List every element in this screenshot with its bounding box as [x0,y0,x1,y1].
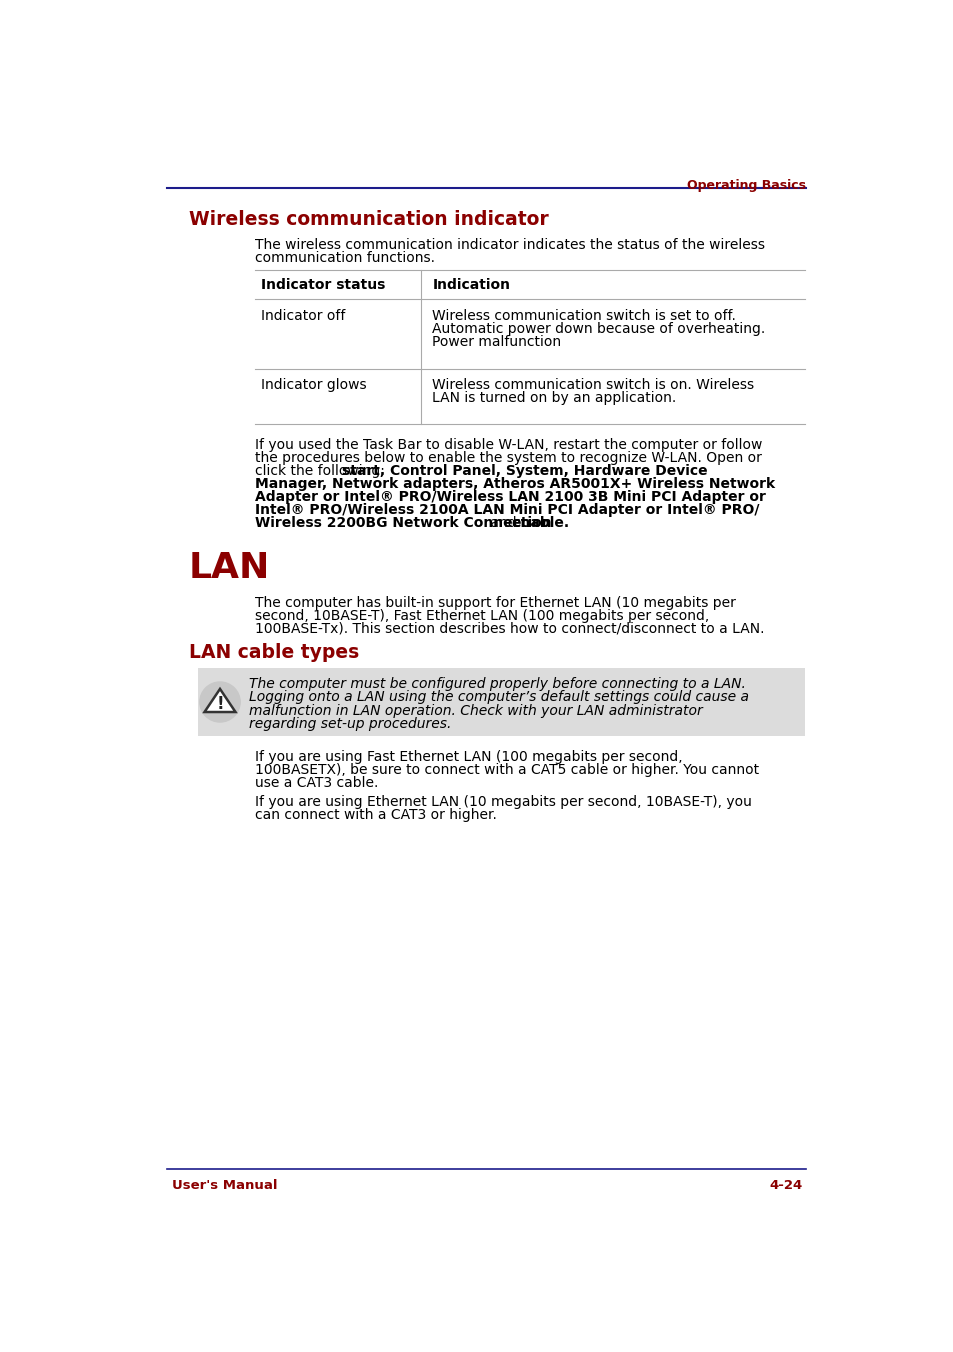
Text: Logging onto a LAN using the computer’s default settings could cause a: Logging onto a LAN using the computer’s … [249,691,749,704]
Text: If you used the Task Bar to disable W-LAN, restart the computer or follow: If you used the Task Bar to disable W-LA… [254,438,761,452]
Text: Manager, Network adapters, Atheros AR5001X+ Wireless Network: Manager, Network adapters, Atheros AR500… [254,477,774,491]
FancyBboxPatch shape [198,668,804,735]
Text: Indicator off: Indicator off [261,308,345,323]
Text: User's Manual: User's Manual [172,1179,277,1191]
Polygon shape [204,690,235,713]
Text: Intel® PRO/Wireless 2100A LAN Mini PCI Adapter or Intel® PRO/: Intel® PRO/Wireless 2100A LAN Mini PCI A… [254,503,759,518]
Text: can connect with a CAT3 or higher.: can connect with a CAT3 or higher. [254,808,497,822]
Text: Wireless communication indicator: Wireless communication indicator [189,210,548,228]
Text: second, 10BASE-T), Fast Ethernet LAN (100 megabits per second,: second, 10BASE-T), Fast Ethernet LAN (10… [254,608,708,623]
Text: Power malfunction: Power malfunction [432,335,561,349]
Text: If you are using Ethernet LAN (10 megabits per second, 10BASE-T), you: If you are using Ethernet LAN (10 megabi… [254,795,751,810]
Text: the procedures below to enable the system to recognize W-LAN. Open or: the procedures below to enable the syste… [254,452,760,465]
Text: The wireless communication indicator indicates the status of the wireless: The wireless communication indicator ind… [254,238,764,251]
Text: The computer must be configured properly before connecting to a LAN.: The computer must be configured properly… [249,677,745,691]
Text: Operating Basics: Operating Basics [686,180,805,192]
Text: malfunction in LAN operation. Check with your LAN administrator: malfunction in LAN operation. Check with… [249,703,702,718]
Text: use a CAT3 cable.: use a CAT3 cable. [254,776,377,790]
Text: Automatic power down because of overheating.: Automatic power down because of overheat… [432,322,765,335]
Text: Wireless communication switch is set to off.: Wireless communication switch is set to … [432,308,736,323]
Text: 100BASETX), be sure to connect with a CAT5 cable or higher. You cannot: 100BASETX), be sure to connect with a CA… [254,763,759,777]
Text: Indication: Indication [432,277,510,292]
Text: LAN is turned on by an application.: LAN is turned on by an application. [432,391,676,406]
Text: regarding set-up procedures.: regarding set-up procedures. [249,717,452,730]
Text: and: and [485,516,520,530]
Circle shape [199,681,240,722]
Text: LAN: LAN [189,552,270,585]
Text: communication functions.: communication functions. [254,250,435,265]
Text: click the following:: click the following: [254,464,389,479]
Text: Indicator status: Indicator status [261,277,385,292]
Text: Adapter or Intel® PRO/Wireless LAN 2100 3B Mini PCI Adapter or: Adapter or Intel® PRO/Wireless LAN 2100 … [254,491,765,504]
Text: If you are using Fast Ethernet LAN (100 megabits per second,: If you are using Fast Ethernet LAN (100 … [254,750,681,764]
Text: Indicator glows: Indicator glows [261,377,366,392]
Text: !: ! [216,695,224,713]
Text: enable.: enable. [511,516,569,530]
Text: The computer has built-in support for Ethernet LAN (10 megabits per: The computer has built-in support for Et… [254,596,735,610]
Text: 100BASE-Tx). This section describes how to connect/disconnect to a LAN.: 100BASE-Tx). This section describes how … [254,622,763,635]
Text: 4-24: 4-24 [769,1179,802,1191]
Text: LAN cable types: LAN cable types [189,644,359,662]
Text: Wireless 2200BG Network Connection: Wireless 2200BG Network Connection [254,516,551,530]
Text: Wireless communication switch is on. Wireless: Wireless communication switch is on. Wir… [432,377,754,392]
Text: start, Control Panel, System, Hardware Device: start, Control Panel, System, Hardware D… [341,464,706,479]
